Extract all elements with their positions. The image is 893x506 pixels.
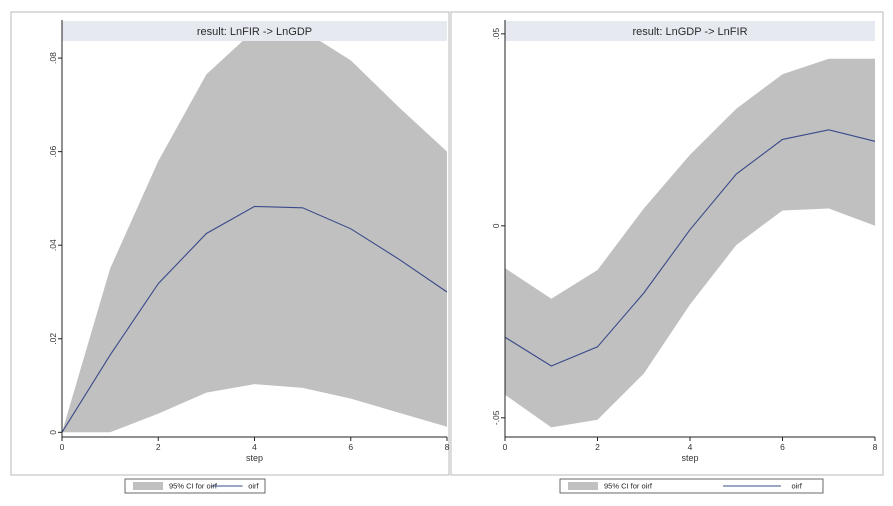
- x-tick-label: 6: [348, 442, 353, 452]
- x-axis-label: step: [681, 453, 698, 463]
- legend-ci-label: 95% CI for oirf: [604, 482, 653, 491]
- y-tick-label: .02: [48, 333, 58, 345]
- x-tick-label: 2: [595, 442, 600, 452]
- oirf-line: [61, 205, 448, 433]
- y-tick-label: .08: [48, 52, 58, 64]
- x-tick-label: 8: [873, 442, 878, 452]
- legend-ci-swatch: [133, 482, 163, 490]
- x-tick-label: 2: [156, 442, 161, 452]
- y-tick-label: .06: [48, 145, 58, 157]
- x-tick-label: 6: [780, 442, 785, 452]
- x-tick-label: 0: [60, 442, 65, 452]
- chart-panel-1: result: LnFIR -> LnGDP 0 .02 .04 .06 .08 0 2 4 6 8…: [10, 11, 450, 494]
- y-tick-label: .04: [48, 239, 58, 251]
- legend-box: [559, 478, 824, 494]
- legend-oirf-label: oirf: [248, 482, 259, 491]
- x-tick-label: 8: [445, 442, 450, 452]
- x-tick-label: 0: [503, 442, 508, 452]
- legend-ci-label: 95% CI for oirf: [169, 482, 218, 491]
- legend: 95% CI for oirf oirf: [559, 478, 824, 494]
- legend: 95% CI for oirf oirf: [124, 478, 266, 494]
- chart-title: result: LnFIR -> LnGDP: [197, 26, 312, 38]
- legend-ci-swatch: [568, 482, 598, 490]
- y-tick-label: .05: [491, 28, 501, 40]
- x-tick-label: 4: [688, 442, 693, 452]
- oirf-line: [504, 129, 876, 367]
- title-band: [62, 21, 447, 41]
- x-tick-label: 4: [252, 442, 257, 452]
- chart-panel-2: result: LnGDP -> LnFIR -.05 0 .05 0 2 4 6 8 step 9…: [450, 11, 884, 494]
- y-tick-label: -.05: [491, 410, 501, 425]
- legend-oirf-label: oirf: [791, 482, 802, 491]
- ci-band: [62, 30, 447, 433]
- ci-band: [505, 58, 875, 428]
- y-tick-label: 0: [491, 223, 501, 228]
- x-axis-label: step: [246, 453, 263, 463]
- chart-title: result: LnGDP -> LnFIR: [632, 26, 747, 38]
- y-tick-label: 0: [48, 430, 58, 435]
- title-band: [505, 21, 875, 41]
